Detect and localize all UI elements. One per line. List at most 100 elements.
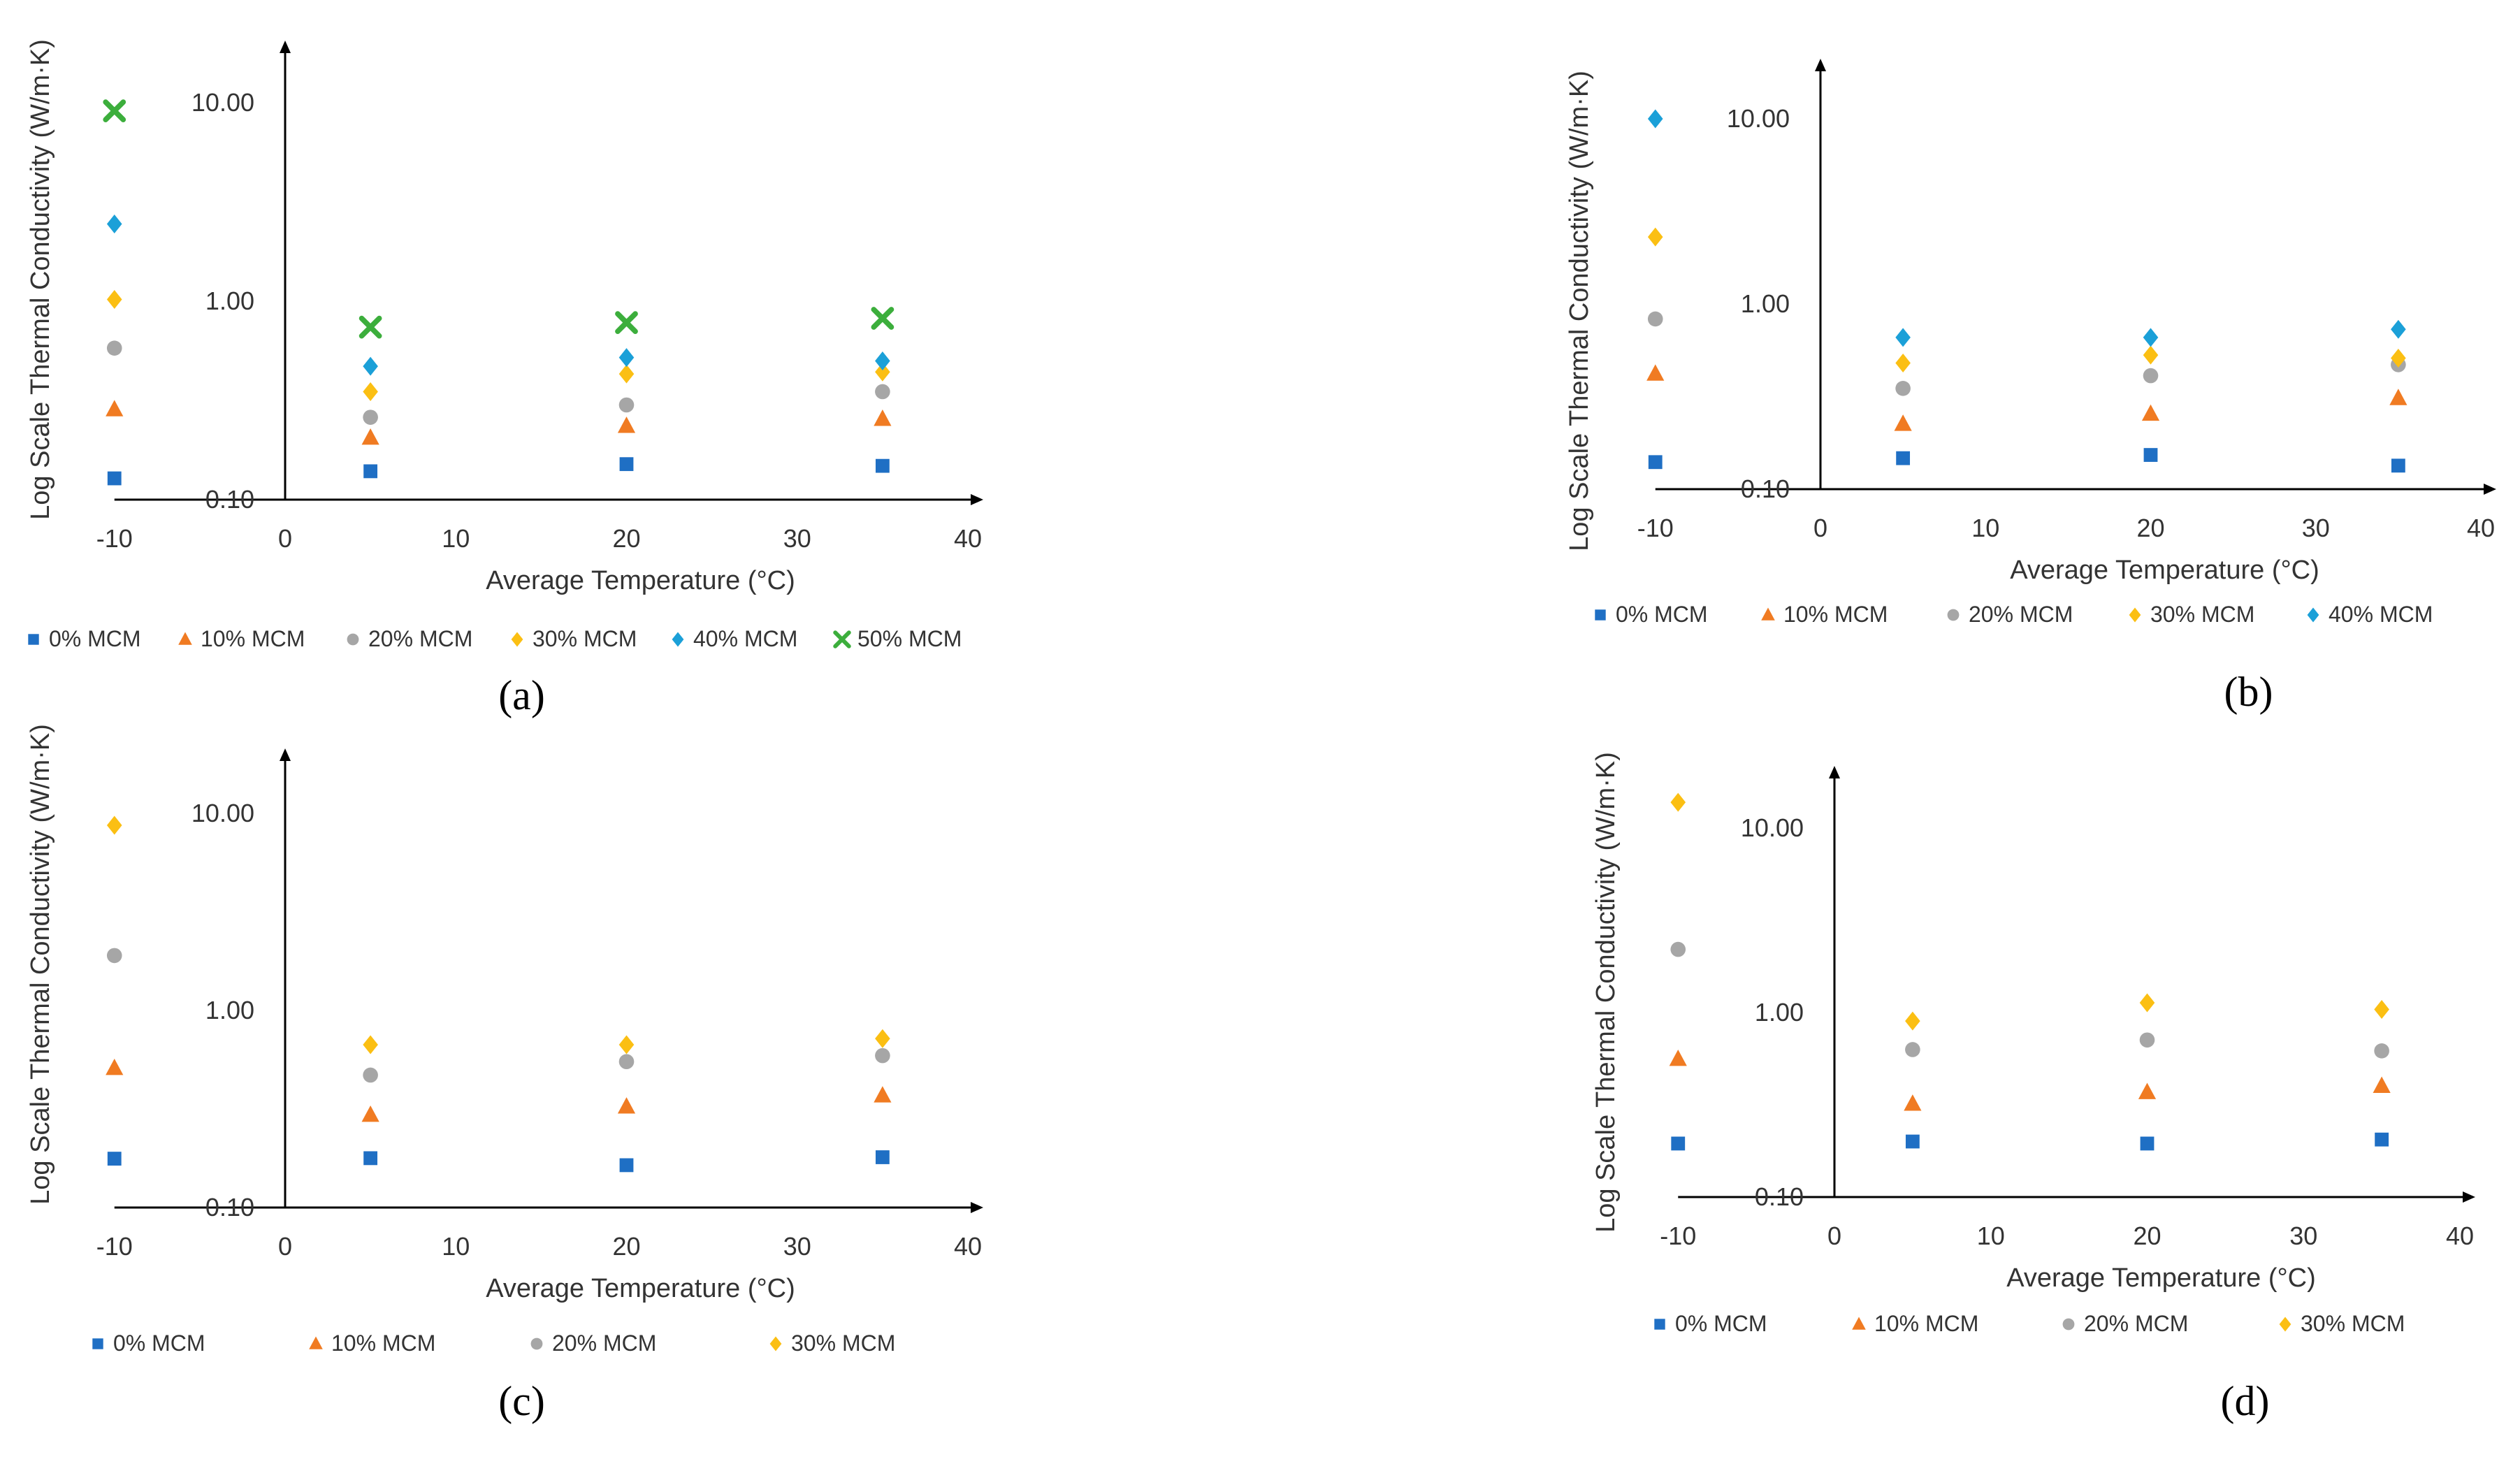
panel-b-point xyxy=(2391,348,2406,368)
panel-d-point xyxy=(2140,1136,2155,1151)
panel-a-x-axis-arrow xyxy=(971,494,983,505)
panel-b-point xyxy=(2143,448,2158,462)
panel-c-x-tick-label: 20 xyxy=(612,1232,640,1261)
panel-b-point xyxy=(2143,345,2159,365)
panel-b-legend-label: 30% MCM xyxy=(2150,602,2254,627)
panel-b-legend-marker xyxy=(2307,607,2319,623)
panel-b-legend-marker xyxy=(1595,609,1606,621)
panel-d-x-tick-label: 30 xyxy=(2289,1222,2317,1250)
panel-a-point xyxy=(363,464,378,479)
panel-d-point xyxy=(2139,993,2155,1013)
panel-b-point xyxy=(2391,319,2406,339)
panel-d-x-tick-label: 20 xyxy=(2133,1222,2161,1250)
panel-b-x-axis-label: Average Temperature (°C) xyxy=(2010,556,2319,585)
panel-b-y-axis-label: Log Scale Thermal Conductivity (W/m·K) xyxy=(1565,71,1594,551)
panel-c-legend-marker xyxy=(769,1336,782,1351)
panel-b-legend-label: 40% MCM xyxy=(2329,602,2433,627)
panel-d-y-tick-label: 0.10 xyxy=(1755,1182,1804,1211)
panel-a-point xyxy=(106,400,124,416)
panel-b-y-tick-label: 1.00 xyxy=(1741,289,1790,318)
panel-d-x-tick-label: 40 xyxy=(2446,1222,2474,1250)
panel-c-legend-label: 30% MCM xyxy=(791,1331,895,1356)
panel-c-legend-marker xyxy=(309,1336,323,1349)
panel-c-point xyxy=(106,948,122,964)
panel-d: -10 0 10 20 30 40 0.10 1.00 10.00 Average Tempera… xyxy=(1591,752,2475,1424)
panel-a-point xyxy=(871,307,895,330)
panel-c-point xyxy=(618,1054,635,1070)
panel-b-point xyxy=(1895,328,1911,347)
panel-a-legend-label: 30% MCM xyxy=(533,626,637,651)
panel-c-point xyxy=(875,1150,890,1164)
panel-d-x-tick-label: -10 xyxy=(1660,1222,1696,1250)
panel-a-point xyxy=(361,428,379,445)
panel-b-point xyxy=(1647,109,1663,129)
panel-a-legend-marker-stroke-b xyxy=(833,630,851,648)
panel-b-label: (b) xyxy=(2224,669,2273,715)
panel-d-y-tick-label: 10.00 xyxy=(1741,813,1804,842)
panel-b-point xyxy=(1646,364,1665,381)
panel-a-point xyxy=(874,409,892,426)
panel-c-x-axis-label: Average Temperature (°C) xyxy=(486,1274,795,1303)
panel-a-point xyxy=(359,315,382,339)
panel-b-x-axis-arrow xyxy=(2484,484,2496,495)
panel-b-legend-label: 10% MCM xyxy=(1783,602,1888,627)
panel-d-point xyxy=(1670,941,1686,957)
panel-b-point xyxy=(1647,311,1663,327)
panel-a-legend-label: 40% MCM xyxy=(693,626,797,651)
panel-a-legend-label: 0% MCM xyxy=(49,626,141,651)
panel-a-point xyxy=(363,382,378,401)
panel-a-legend-label: 50% MCM xyxy=(857,626,962,651)
panel-a-point xyxy=(875,458,890,473)
panel-b-legend-marker xyxy=(2129,607,2141,623)
panel-b-legend-label: 0% MCM xyxy=(1616,602,1708,627)
panel-c-point xyxy=(363,1151,378,1166)
panel-b-point xyxy=(1648,455,1663,470)
panel-b-point xyxy=(1895,353,1911,372)
panel-a-x-tick-label: 10 xyxy=(442,524,470,553)
panel-c-point xyxy=(361,1106,379,1122)
panel-a-point-stroke-b xyxy=(871,307,895,330)
panel-a-x-tick-label: -10 xyxy=(96,524,133,553)
panel-d-point xyxy=(1905,1011,1920,1031)
panel-d-point xyxy=(2375,1132,2389,1147)
panel-c-legend-label: 20% MCM xyxy=(552,1331,656,1356)
panel-d-point xyxy=(1905,1134,1920,1149)
panel-b-legend-marker xyxy=(1947,609,1960,621)
panel-b-x-tick-label: 40 xyxy=(2467,514,2495,542)
panel-a-point-stroke-b xyxy=(615,311,638,335)
panel-b-point xyxy=(2389,389,2407,405)
panel-b-point xyxy=(2141,404,2160,421)
panel-a-legend-marker xyxy=(347,633,359,646)
panel-a-point xyxy=(875,384,890,400)
panel-d-legend-label: 10% MCM xyxy=(1874,1311,1978,1336)
panel-b-y-tick-label: 0.10 xyxy=(1741,474,1790,503)
panel-c-point xyxy=(617,1097,636,1114)
panel-d-legend-label: 0% MCM xyxy=(1675,1311,1767,1336)
panel-d-y-tick-label: 1.00 xyxy=(1755,998,1804,1027)
panel-b-y-axis-arrow xyxy=(1815,59,1826,71)
panel-b-point xyxy=(1647,227,1663,247)
panel-a-x-tick-label: 40 xyxy=(954,524,982,553)
panel-d-x-tick-label: 0 xyxy=(1827,1222,1841,1250)
panel-a-point xyxy=(106,340,122,356)
panel-a-y-axis-arrow xyxy=(280,41,291,53)
panel-c-legend-label: 0% MCM xyxy=(113,1331,205,1356)
panel-b-x-tick-label: 0 xyxy=(1813,514,1827,542)
panel-d-point xyxy=(2374,1000,2389,1020)
panel-c-y-axis-label: Log Scale Thermal Conductivity (W/m·K) xyxy=(26,724,55,1205)
panel-b-x-tick-label: 30 xyxy=(2302,514,2330,542)
panel-d-legend-marker xyxy=(2279,1317,2291,1332)
panel-b-point xyxy=(1894,414,1912,431)
panel-a-legend-marker xyxy=(672,632,684,647)
panel-a-legend-marker xyxy=(28,634,39,645)
panel-c-point xyxy=(618,1035,635,1054)
panel-d-point xyxy=(1670,792,1686,812)
panel-a-point-stroke-b xyxy=(103,99,126,123)
panel-a-x-tick-label: 20 xyxy=(612,524,640,553)
panel-b-x-tick-label: 10 xyxy=(1971,514,1999,542)
panel-a-point xyxy=(103,99,126,123)
panel-c-point xyxy=(106,816,122,835)
panel-c-legend-marker xyxy=(92,1338,103,1349)
panel-c-point xyxy=(619,1158,634,1173)
panel-a-point xyxy=(619,457,634,472)
